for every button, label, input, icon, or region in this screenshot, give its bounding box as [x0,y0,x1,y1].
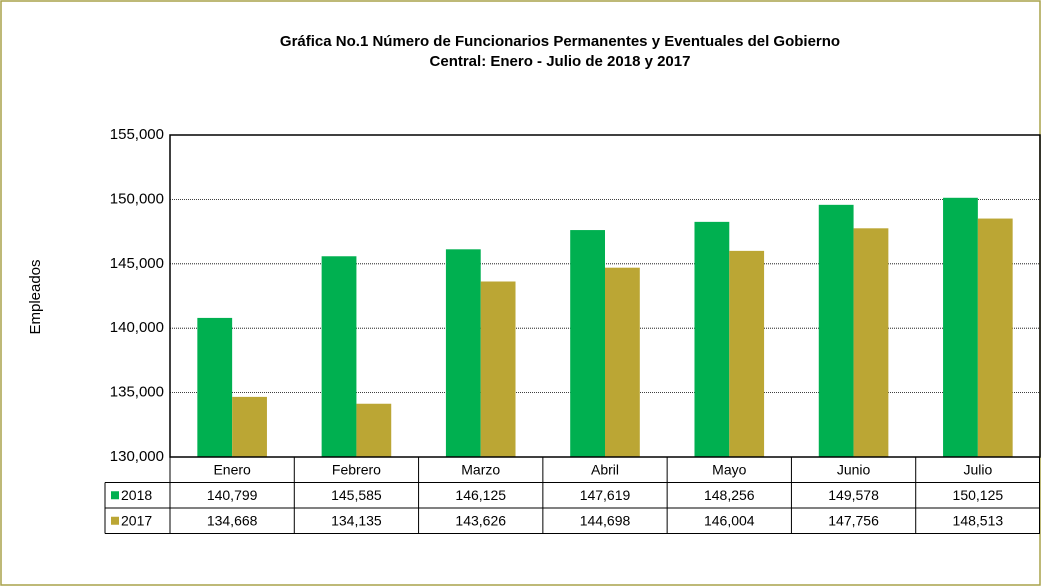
x-tick-label: Mayo [712,461,746,477]
x-tick-label: Marzo [461,461,500,477]
bar [356,403,392,457]
y-tick-label: 145,000 [110,255,164,272]
table-cell: 145,585 [331,487,382,503]
bar [321,256,357,457]
table-cell: 147,619 [580,487,631,503]
bar [480,281,516,457]
bar [197,317,233,457]
y-tick-label: 135,000 [110,384,164,401]
legend-swatch [111,516,119,525]
legend-label: 2018 [121,487,152,503]
bar [853,228,889,457]
legend-swatch [111,491,119,500]
x-tick-label: Junio [837,461,871,477]
x-tick-label: Febrero [332,461,381,477]
table-cell: 144,698 [580,512,631,528]
x-tick-label: Julio [963,461,992,477]
chart-title: Gráfica No.1 Número de Funcionarios Perm… [280,33,840,50]
table-cell: 149,578 [828,487,879,503]
table-cell: 134,135 [331,512,382,528]
bar [232,396,267,457]
y-tick-label: 130,000 [110,448,164,465]
bar [943,197,978,458]
bar [977,218,1013,457]
x-tick-label: Enero [213,461,251,477]
table-cell: 147,756 [828,512,879,528]
table-cell: 148,513 [953,512,1004,528]
x-tick-label: Abril [591,461,619,477]
y-tick-label: 150,000 [110,190,164,207]
table-cell: 150,125 [953,487,1004,503]
bar [818,204,854,457]
legend-label: 2017 [121,512,152,528]
table-cell: 146,125 [455,487,506,503]
bar [570,230,605,457]
bar [694,221,730,457]
chart-title: Central: Enero - Julio de 2018 y 2017 [430,53,691,70]
y-axis-label: Empleados [27,259,44,334]
bar [445,249,481,457]
table-cell: 148,256 [704,487,755,503]
plot-border [169,134,1041,458]
table-cell: 146,004 [704,512,755,528]
table-cell: 140,799 [207,487,258,503]
table-cell: 143,626 [455,512,506,528]
bar [605,267,640,457]
bar [729,250,765,457]
y-tick-label: 155,000 [110,126,164,143]
table-cell: 134,668 [207,512,258,528]
y-tick-label: 140,000 [110,319,164,336]
